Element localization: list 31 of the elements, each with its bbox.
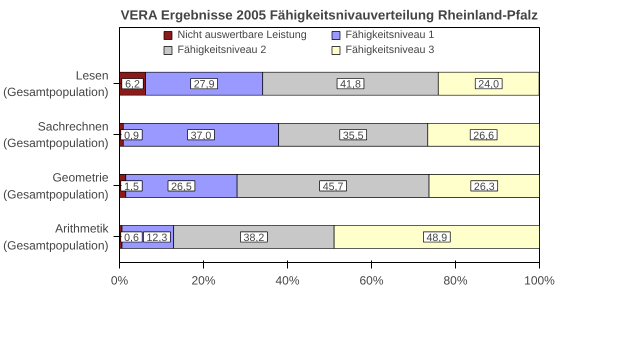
data-label: 26,5	[171, 180, 192, 193]
x-tick-label: 40%	[275, 274, 300, 288]
y-tick-label: Geometrie (Gesamtpopulation)	[3, 170, 109, 202]
data-label: 48,9	[426, 232, 448, 244]
data-label: 24,0	[478, 78, 500, 91]
y-tick-label: Sachrechnen (Gesamtpopulation)	[3, 119, 109, 150]
data-label: 35,5	[342, 130, 364, 142]
legend-label: Nicht auswertbare Leistung	[178, 29, 308, 41]
x-tick-label: 80%	[443, 274, 468, 288]
data-label: 27,9	[194, 78, 215, 91]
data-label: 6,2	[125, 78, 140, 91]
data-label: 37,0	[190, 130, 212, 142]
legend-label: Fähigkeitsniveau 2	[178, 44, 268, 56]
y-tick-label: Arithmetik (Gesamtpopulation)	[3, 222, 110, 252]
legend-label: Fähigkeitsniveau 3	[346, 44, 436, 56]
data-label: 0,9	[124, 130, 139, 142]
data-label: 12,3	[146, 232, 168, 244]
chart-title: VERA Ergebnisse 2005 Fähigkeitsnivauverteilung Rheinland-Pfalz	[120, 8, 538, 22]
x-tick-label: 20%	[191, 274, 216, 288]
data-label: 26,3	[474, 180, 495, 193]
x-tick-label: 60%	[359, 274, 384, 288]
data-label: 26,6	[473, 130, 494, 142]
data-label: 45,7	[322, 180, 344, 193]
data-label: 38,2	[244, 232, 264, 244]
x-tick-label: 0%	[110, 274, 128, 288]
data-label: 41,8	[340, 78, 361, 91]
data-label: 0,6	[124, 232, 139, 244]
x-tick-label: 100%	[524, 274, 556, 288]
y-tick-label: Lesen (Gesamtpopulation)	[3, 68, 109, 100]
data-label: 1,5	[124, 180, 139, 193]
legend-label: Fähigkeitsniveau 1	[346, 29, 436, 41]
